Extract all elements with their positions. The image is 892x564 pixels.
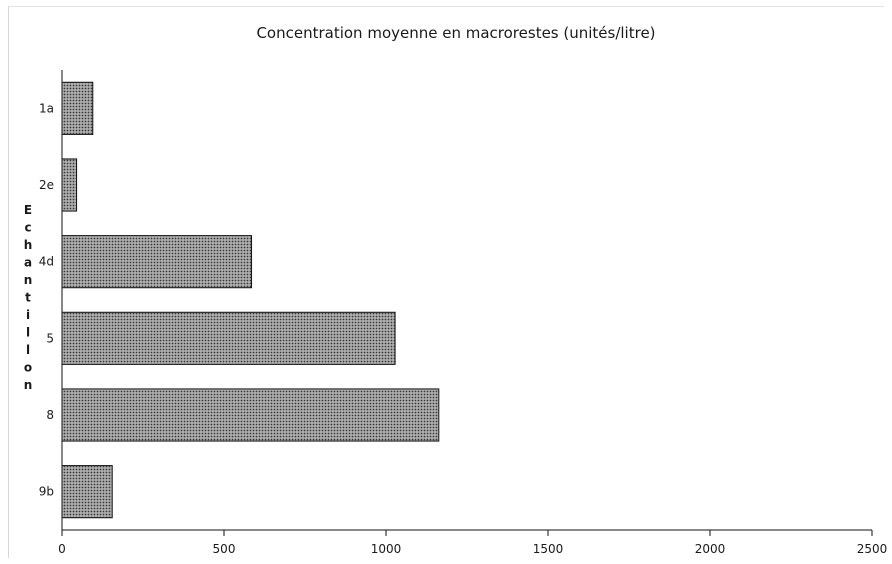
y-axis-title-letter: l (26, 343, 30, 357)
chart-title: Concentration moyenne en macrorestes (un… (256, 24, 655, 42)
category-label-4d: 4d (39, 255, 54, 269)
category-label-1a: 1a (39, 101, 54, 115)
x-axis-ticks: 0 500 1000 1500 2000 2500 (58, 530, 887, 556)
category-label-8: 8 (46, 408, 54, 422)
y-axis-title-letter: h (24, 238, 33, 252)
y-axis-title-letter: t (25, 291, 31, 305)
y-axis-title-letter: i (26, 308, 30, 322)
bars-group (61, 81, 440, 519)
x-tick-label-500: 500 (213, 542, 236, 556)
category-label-5: 5 (46, 331, 54, 345)
x-tick-label-0: 0 (58, 542, 66, 556)
y-axis-title-letter: a (24, 256, 32, 270)
bar-5 (61, 311, 396, 365)
chart-frame (8, 6, 884, 558)
bar-1a (61, 81, 94, 135)
bar-9b (61, 465, 113, 519)
y-axis-title-letter: o (24, 361, 32, 375)
x-tick-label-1000: 1000 (371, 542, 402, 556)
bar-8 (61, 388, 440, 442)
y-axis-title-letter: l (26, 326, 30, 340)
y-axis-title-letter: n (24, 273, 33, 287)
category-label-9b: 9b (39, 485, 54, 499)
category-labels: 1a 2e 4d 5 8 9b (39, 101, 54, 498)
y-axis-title-letter: n (24, 378, 33, 392)
category-label-2e: 2e (39, 178, 54, 192)
x-tick-label-2500: 2500 (857, 542, 888, 556)
y-axis-title-letter: c (24, 221, 31, 235)
y-axis-title-letter: E (24, 203, 32, 217)
x-tick-label-2000: 2000 (695, 542, 726, 556)
bar-4d (61, 235, 253, 289)
bar-2e (61, 158, 78, 212)
x-tick-label-1500: 1500 (533, 542, 564, 556)
